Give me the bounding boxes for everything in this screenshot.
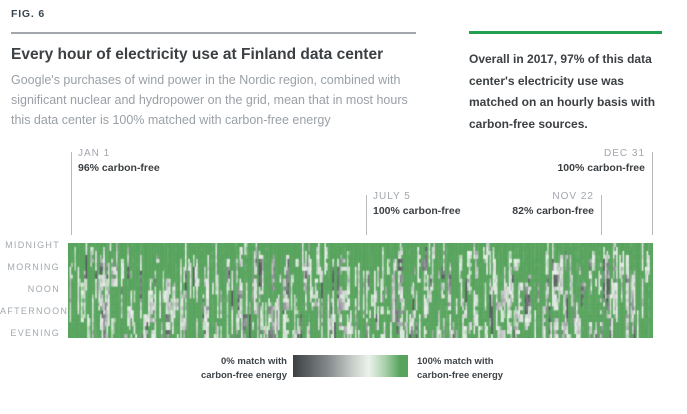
annotation-value-label: 96% carbon-free [78, 162, 160, 174]
annotation-july-5: JULY 5 100% carbon-free [373, 191, 461, 217]
annotation-nov-22: NOV 22 82% carbon-free [512, 191, 594, 217]
y-axis-label-afternoon: AFTERNOON [0, 306, 69, 316]
y-axis-label-midnight: MIDNIGHT [5, 240, 60, 250]
description-line: this data center is 100% matched with ca… [11, 113, 331, 127]
y-axis-label-morning: MORNING [7, 262, 60, 272]
figure-label: FIG. 6 [11, 8, 45, 20]
annotation-line-dec-31 [652, 152, 653, 235]
y-axis-labels: MIDNIGHT MORNING NOON AFTERNOON EVENING [0, 234, 69, 344]
callout-text: Overall in 2017, 97% of this data center… [469, 49, 655, 135]
header-divider [11, 32, 416, 34]
annotation-line-july-5 [366, 195, 367, 235]
annotation-date-label: JAN 1 [78, 148, 111, 159]
y-axis-label-evening: EVENING [10, 328, 60, 338]
legend-low-line: 0% match with [221, 356, 287, 367]
legend: 0% match with carbon-free energy 100% ma… [0, 350, 687, 395]
y-axis-label-noon: NOON [27, 284, 60, 294]
callout-line: Overall in 2017, 97% of this data [469, 52, 652, 66]
annotation-date-label: NOV 22 [552, 191, 594, 202]
callout-accent-rule [469, 31, 662, 34]
callout-line: matched on an hourly basis with [469, 95, 656, 109]
description-line: significant nuclear and hydropower on th… [11, 93, 408, 107]
legend-high-line: 100% match with [417, 356, 494, 367]
chart-title: Every hour of electricity use at Finland… [11, 46, 384, 63]
annotation-dec-31: DEC 31 100% carbon-free [557, 148, 645, 174]
annotation-value-label: 100% carbon-free [557, 162, 645, 174]
annotation-value-label: 100% carbon-free [373, 205, 461, 217]
heatmap-chart: MIDNIGHT MORNING NOON AFTERNOON EVENING … [0, 140, 687, 345]
description-line: Google's purchases of wind power in the … [11, 73, 401, 87]
annotation-date-label: JULY 5 [373, 191, 411, 202]
legend-high-label: 100% match with carbon-free energy [417, 355, 503, 382]
annotation-line-jan-1 [71, 152, 72, 235]
legend-high-line: carbon-free energy [417, 369, 504, 381]
chart-description: Google's purchases of wind power in the … [11, 70, 408, 130]
annotation-value-label: 82% carbon-free [512, 205, 594, 217]
annotation-date-label: DEC 31 [603, 148, 645, 159]
legend-low-label: 0% match with carbon-free energy [201, 355, 287, 382]
annotation-line-nov-22 [601, 195, 602, 235]
legend-gradient-bar [293, 355, 408, 377]
callout-line: carbon-free sources. [469, 116, 588, 131]
heatmap-canvas [68, 243, 653, 338]
annotation-jan-1: JAN 1 96% carbon-free [78, 148, 160, 174]
callout-line: center's electricity use was [469, 73, 624, 88]
legend-low-line: carbon-free energy [200, 369, 287, 381]
